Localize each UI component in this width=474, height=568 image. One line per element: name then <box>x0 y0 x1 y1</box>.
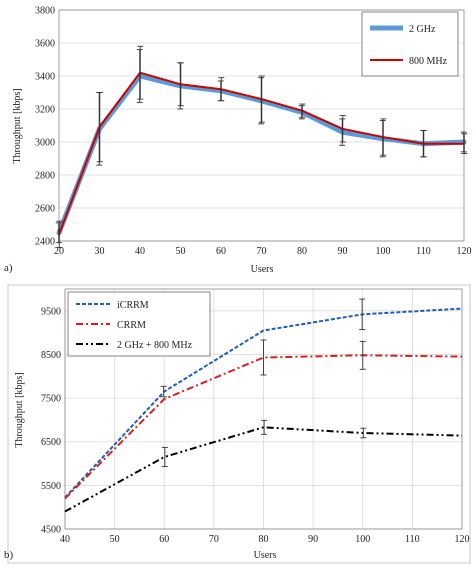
panel-a-x-tick-label: 120 <box>457 246 472 257</box>
panel-b-outer-frame <box>7 284 471 564</box>
panel-a-x-tick-label: 90 <box>338 246 348 257</box>
panel-b-series <box>64 298 463 513</box>
panel-a-y-tick-label: 3800 <box>35 6 55 17</box>
panel-a-x-tick-label: 30 <box>95 246 105 257</box>
panel-a-y-tick-label: 2800 <box>35 171 55 182</box>
panel-b-y-tick-labels: 4500 5500 6500 7500 8500 9500 <box>41 306 61 535</box>
panel-a-label: a) <box>4 262 13 274</box>
panel-a-x-tick-label: 110 <box>416 246 431 257</box>
panel-a-y-tick-labels: 2400 2600 2800 3000 3200 3400 3600 3800 <box>35 6 55 248</box>
panel-b-legend-label-crrm: CRRM <box>117 320 146 331</box>
panel-a-y-axis-label: Throughput [kbps] <box>12 88 23 163</box>
panel-a-y-tick-label: 2600 <box>35 204 55 215</box>
panel-b-legend-label-icrrm: iCRRM <box>117 300 149 311</box>
panel-b-x-tick-labels: 40 50 60 70 80 90 100 110 120 <box>60 534 470 545</box>
panel-b-series-line-crrm <box>64 354 463 500</box>
panel-a-x-tick-label: 60 <box>216 246 226 257</box>
panel-a-y-tick-label: 3200 <box>35 105 55 116</box>
panel-a-y-tick-label: 3600 <box>35 39 55 50</box>
panel-b-x-axis-label: Users <box>254 550 277 561</box>
panel-a-series <box>55 45 468 249</box>
panel-a-legend-label-2ghz: 2 GHz <box>409 24 436 35</box>
panel-a-y-tick-label: 3000 <box>35 138 55 149</box>
panel-b-y-tick-label: 6500 <box>41 437 61 448</box>
panel-b-legend-label-combined: 2 GHz + 800 MHz <box>117 340 193 351</box>
panel-a-x-tick-label: 20 <box>54 246 64 257</box>
panel-a-x-tick-label: 80 <box>297 246 307 257</box>
panel-a-x-axis-label: Users <box>251 264 274 275</box>
panel-b-x-tick-label: 50 <box>110 534 120 545</box>
panel-b-x-tick-label: 40 <box>60 534 70 545</box>
panel-a-x-tick-label: 40 <box>135 246 145 257</box>
panel-b-y-tick-label: 9500 <box>41 306 61 317</box>
panel-b-x-tick-label: 80 <box>259 534 269 545</box>
panel-b-y-axis-label: Throughput [kbps] <box>14 372 25 447</box>
panel-a-legend-box <box>361 11 459 77</box>
panel-a-legend: 2 GHz 800 MHz <box>361 11 459 77</box>
panel-b-x-tick-label: 90 <box>308 534 318 545</box>
panel-a-x-tick-labels: 20 30 40 50 60 70 80 90 100 110 120 <box>54 246 472 257</box>
panel-b-chart: 4500 5500 6500 7500 8500 9500 40 50 60 70 80 90 100… <box>4 288 470 561</box>
panel-b-y-tick-label: 7500 <box>41 394 61 405</box>
panel-b-legend: iCRRM CRRM 2 GHz + 800 MHz <box>67 291 211 357</box>
panel-a-x-tick-label: 70 <box>257 246 267 257</box>
panel-b-y-tick-label: 5500 <box>41 481 61 492</box>
panel-b-x-tick-label: 120 <box>455 534 470 545</box>
panel-a-plot-frame <box>58 9 465 242</box>
panel-b-x-tick-label: 110 <box>405 534 420 545</box>
panel-b-label: b) <box>4 549 14 561</box>
panel-b-series-line-icrrm <box>64 307 463 499</box>
panel-a-x-tick-label: 50 <box>176 246 186 257</box>
panel-a-x-tick-label: 100 <box>376 246 391 257</box>
panel-a-chart: 2400 2600 2800 3000 3200 3400 3600 3800 20 30 40 5… <box>4 6 472 276</box>
panel-b-y-tick-label: 4500 <box>41 525 61 536</box>
panel-b-x-tick-label: 60 <box>159 534 169 545</box>
panel-a-y-tick-label: 3400 <box>35 72 55 83</box>
panel-b-x-tick-label: 100 <box>355 534 370 545</box>
panel-a-legend-label-800mhz: 800 MHz <box>409 56 448 67</box>
panel-b-x-tick-label: 70 <box>209 534 219 545</box>
panel-b-y-tick-label: 8500 <box>41 350 61 361</box>
panel-b-plot-frame <box>64 288 463 530</box>
panel-b-series-line-2-ghz-800-mhz <box>64 426 463 513</box>
panel-a-y-tick-label: 2400 <box>35 237 55 248</box>
